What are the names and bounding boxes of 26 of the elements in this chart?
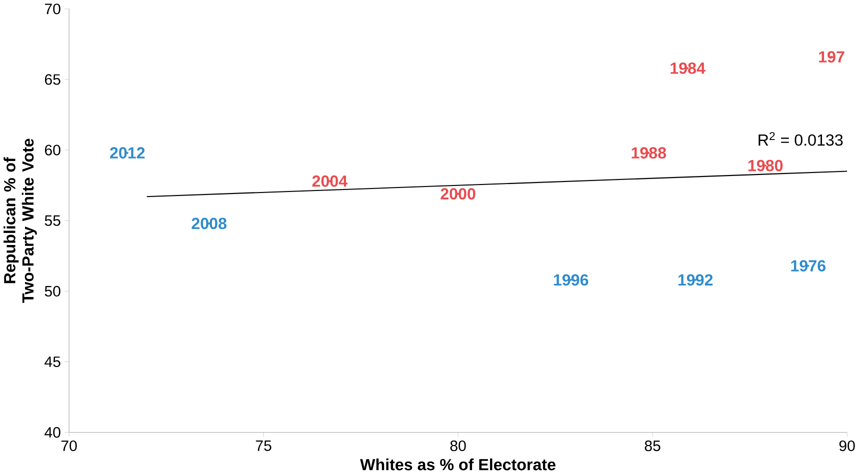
y-tick-label: 50: [44, 286, 60, 297]
y-tick-label: 65: [44, 74, 60, 85]
y-tick-label: 55: [44, 215, 60, 226]
annotation: 1996: [554, 274, 588, 286]
annotation: 1980: [748, 160, 783, 172]
x-tick-label: 75: [256, 440, 272, 452]
x-tick-label: 70: [61, 440, 77, 452]
y-tick-label: 45: [44, 356, 60, 368]
y-tick-label: 40: [44, 427, 60, 438]
x-tick-label: 85: [644, 440, 660, 452]
annotation: 1976: [791, 260, 826, 272]
annotation: 1984: [670, 62, 706, 74]
annotation: 2000: [440, 188, 476, 200]
y-tick-label: 70: [44, 4, 60, 14]
y-tick-label: 60: [44, 144, 60, 156]
annotation: R$^{2}$ = 0.0133: [758, 132, 843, 146]
annotation: 197: [819, 51, 844, 63]
x-tick-label: 80: [450, 440, 466, 452]
x-tick-label: 90: [839, 440, 855, 452]
annotation: 1988: [632, 147, 666, 159]
x-axis-title: Whites as % of Electorate: [360, 458, 556, 470]
annotation: 1992: [678, 274, 713, 286]
annotation: 2012: [110, 147, 145, 159]
annotation: 2004: [312, 175, 348, 187]
annotation: 2008: [192, 218, 226, 230]
y-axis-title: Republican % of Two-Party White Vote: [4, 138, 37, 303]
